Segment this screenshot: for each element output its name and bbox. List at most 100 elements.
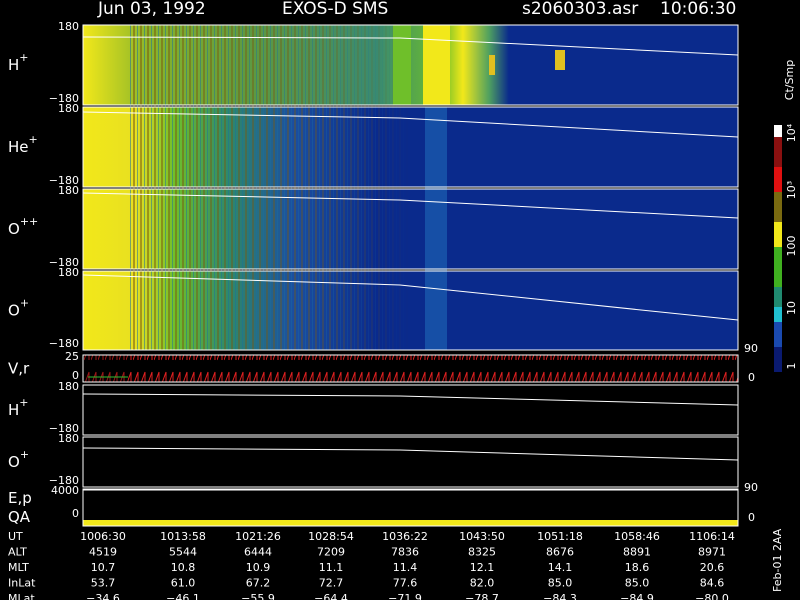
frame [82,106,739,188]
cell: 67.2 [246,577,271,590]
cell: −80.0 [695,592,729,600]
colorbar-label: 10⁴ [785,123,798,142]
cell: 6444 [244,546,272,559]
cell: 1006:30 [80,530,126,543]
cell: 5544 [169,546,197,559]
cell: 11.1 [319,561,344,574]
cb-cell [774,167,782,192]
band [393,25,411,105]
cell: 1036:22 [382,530,428,543]
panel-label-text: H [8,56,19,74]
y-tick-label: 0 [72,369,79,382]
trend [82,274,739,321]
frame [82,488,739,527]
cell: 11.4 [393,561,418,574]
cb-cell [774,307,782,322]
band [425,107,447,350]
cell: 7209 [317,546,345,559]
y-tick-label: 180 [58,102,79,115]
cell: 14.1 [548,561,573,574]
frame [82,270,739,351]
y-tick-label: −180 [49,92,79,105]
trend [82,36,739,56]
trend-lines [82,36,739,491]
cell: 53.7 [91,577,116,590]
cell: −64.4 [314,592,348,600]
frame [82,24,739,106]
cell: 84.6 [700,577,725,590]
y-tick-label: 180 [58,266,79,279]
spectrograms [82,24,785,527]
cell: 61.0 [171,577,196,590]
panel-label-sup: + [20,297,29,310]
panel-label-text: O [8,453,20,471]
y2-tick-label: 90 [744,342,758,355]
cell: −78.7 [465,592,499,600]
cell: 1013:58 [160,530,206,543]
vr-panel [83,355,738,382]
cell: −84.3 [543,592,577,600]
y-tick-label: −180 [49,474,79,487]
header-file: s2060303.asr [522,0,638,19]
header-time: 10:06:30 [660,0,736,19]
panel-label-sup: + [19,51,28,64]
vr-shade [83,355,128,382]
panel-label: O+ [8,448,29,471]
cell: 8891 [623,546,651,559]
panel-label-sup: + [20,448,29,461]
cell: −71.9 [388,592,422,600]
cell: 8676 [546,546,574,559]
y-tick-label: −180 [49,422,79,435]
y-tick-label: 180 [58,184,79,197]
panel-label-text: V,r [8,359,30,377]
trend [82,447,739,461]
panel-label-text: QA [8,508,31,526]
row-label: InLat [8,577,36,590]
y-tick-label: −180 [49,174,79,187]
row-label: ALT [8,546,27,559]
panel-label: O++ [8,215,38,238]
frame [82,384,739,436]
side-note: Feb-01 2AA [771,528,784,592]
cb-cell [774,192,782,222]
cell: 1051:18 [537,530,583,543]
cell: 1021:26 [235,530,281,543]
cell: 77.6 [393,577,418,590]
panel-label-text: He [8,138,29,156]
panel-label: V,r [8,359,30,377]
cell: 7836 [391,546,419,559]
cell: 1028:54 [308,530,354,543]
cell: 10.7 [91,561,116,574]
colorbar [774,125,782,372]
y-tick-label: −180 [49,337,79,350]
frame [82,436,739,488]
colorbar-label: 10³ [785,181,798,199]
cell: 4519 [89,546,117,559]
qa-bar [83,520,738,526]
colorbar-unit: Ct/Smp [783,60,796,100]
blob [489,55,495,75]
cell: 1043:50 [459,530,505,543]
panel-label: H+ [8,396,29,419]
cell: 8325 [468,546,496,559]
panel-label: O+ [8,297,29,320]
cb-cell [774,247,782,287]
header-date: Jun 03, 1992 [97,0,206,19]
y-tick-label: 180 [58,380,79,393]
cell: −55.9 [241,592,275,600]
colorbar-label: 1 [785,363,798,370]
band [423,25,450,105]
cell: 85.0 [548,577,573,590]
frame [82,188,739,270]
panel-label: E,p [8,489,32,507]
cell: 72.7 [319,577,344,590]
cell: 8971 [698,546,726,559]
cb-cell [774,287,782,307]
y-tick-label: 180 [58,432,79,445]
cell: 10.8 [171,561,196,574]
cb-cell [774,125,782,137]
header-instrument: EXOS-D SMS [282,0,388,19]
